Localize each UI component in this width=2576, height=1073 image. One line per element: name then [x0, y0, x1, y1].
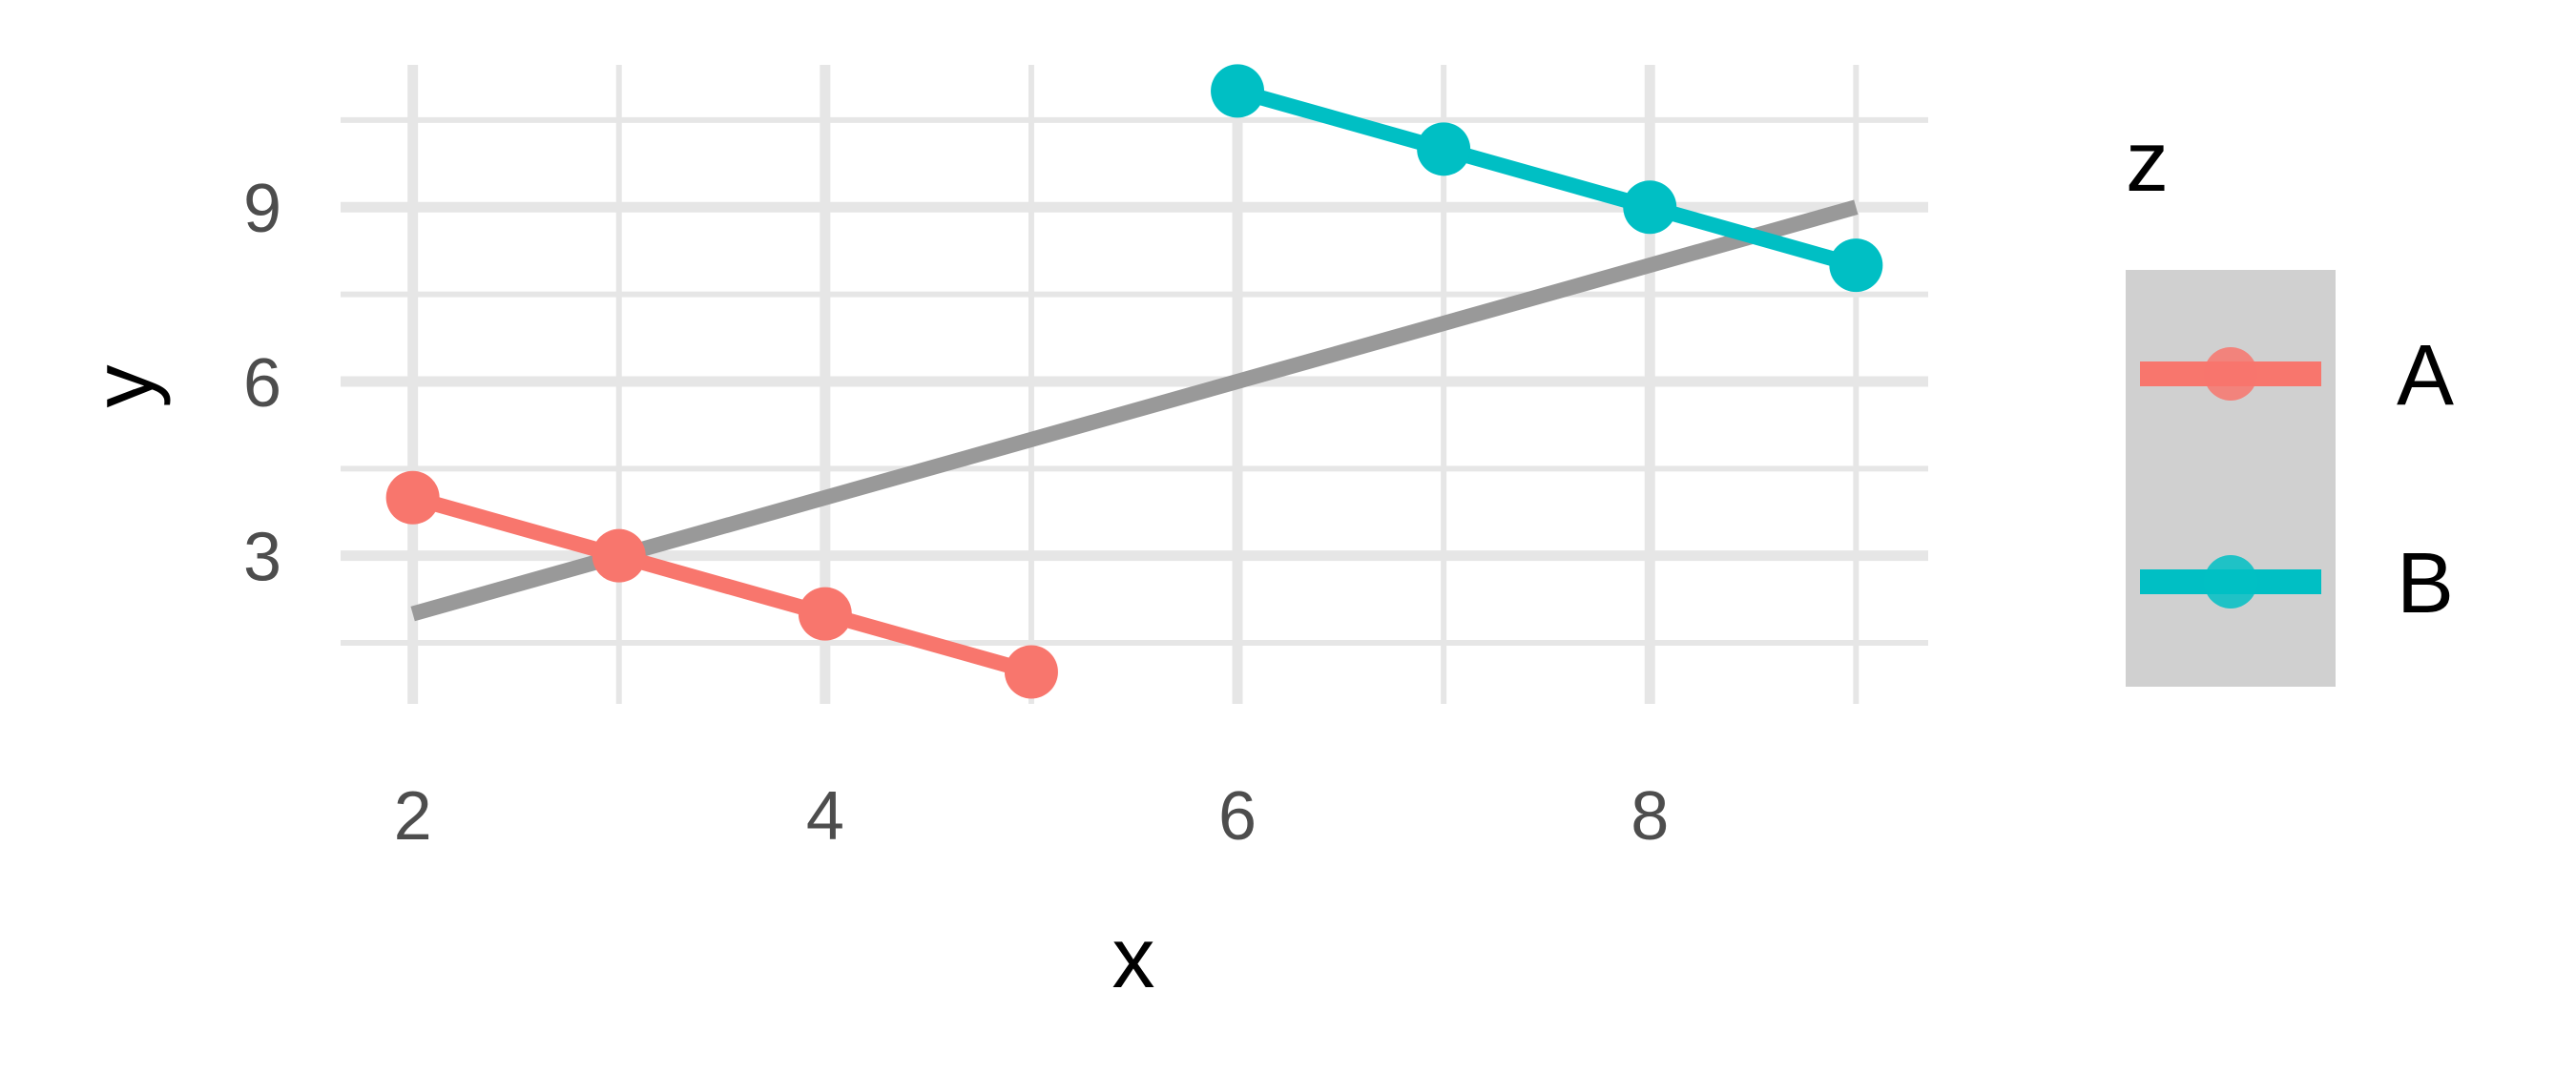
- legend-key-background: [2126, 270, 2336, 687]
- data-point-A-1: [385, 470, 440, 525]
- legend-key-B: B: [2140, 536, 2454, 631]
- x-axis-title: x: [1112, 911, 1155, 1006]
- reference-line: [410, 199, 1859, 622]
- legend-key-A: A: [2140, 328, 2454, 423]
- x-tick-label: 6: [1218, 778, 1257, 855]
- data-point-B-3: [1623, 180, 1677, 235]
- x-tick-label: 8: [1631, 778, 1669, 855]
- data-point-A-3: [798, 587, 852, 641]
- data-point-A-2: [592, 528, 646, 583]
- legend-label-A: A: [2397, 328, 2454, 423]
- legend: z AB: [2126, 114, 2454, 687]
- data-point-B-2: [1417, 122, 1471, 176]
- legend-key-point: [2204, 347, 2257, 401]
- series-A: [385, 470, 1058, 699]
- y-tick-label: 3: [243, 520, 281, 596]
- grid-major: [341, 65, 1928, 704]
- legend-keys: AB: [2140, 328, 2454, 631]
- series-layer: [385, 64, 1883, 699]
- series-line-B: [1235, 83, 1859, 273]
- x-axis-tick-labels: 2 4 6 8: [394, 778, 1670, 855]
- legend-label-B: B: [2397, 536, 2454, 631]
- legend-title: z: [2126, 114, 2169, 210]
- data-point-B-4: [1829, 238, 1883, 293]
- data-point-A-4: [1004, 645, 1058, 699]
- y-tick-label: 9: [243, 171, 281, 247]
- reference-line-layer: [410, 199, 1859, 622]
- y-axis-title: y: [76, 365, 172, 408]
- data-point-B-1: [1211, 64, 1265, 118]
- y-tick-label: 6: [243, 345, 281, 422]
- x-tick-label: 2: [394, 778, 432, 855]
- legend-key-point: [2204, 555, 2257, 609]
- x-tick-label: 4: [806, 778, 844, 855]
- series-line-A: [410, 490, 1034, 680]
- series-B: [1211, 64, 1883, 293]
- y-axis-tick-labels: 3 6 9: [243, 171, 281, 595]
